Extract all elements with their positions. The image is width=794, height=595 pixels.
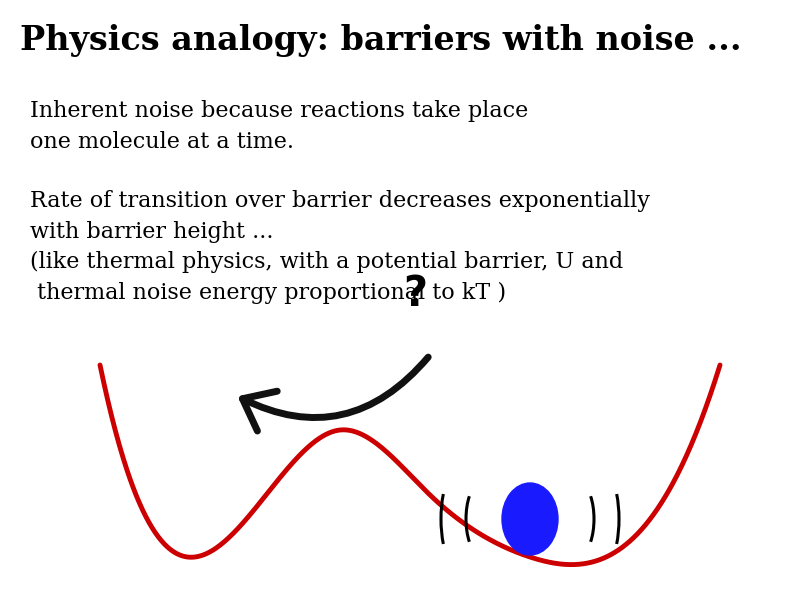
FancyArrowPatch shape [242, 357, 428, 431]
Text: Physics analogy: barriers with noise ...: Physics analogy: barriers with noise ... [20, 24, 742, 57]
Text: Inherent noise because reactions take place
one molecule at a time.: Inherent noise because reactions take pl… [30, 101, 528, 153]
Ellipse shape [502, 483, 558, 555]
Text: Rate of transition over barrier decreases exponentially
with barrier height ...
: Rate of transition over barrier decrease… [30, 190, 650, 304]
Text: ?: ? [403, 273, 427, 315]
